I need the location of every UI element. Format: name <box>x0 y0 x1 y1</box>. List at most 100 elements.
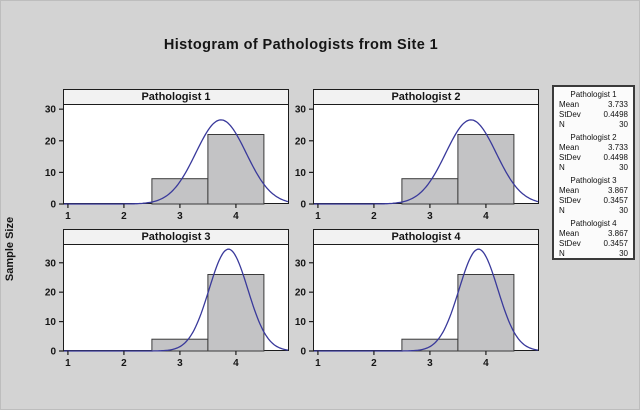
y-tick-label: 0 <box>50 346 56 357</box>
y-tick-label: 20 <box>45 287 57 298</box>
x-tick-label: 1 <box>315 358 321 369</box>
stats-section-pathologist-4: Pathologist 4 Mean 3.867 StDev 0.3457 N … <box>559 219 628 259</box>
y-axis-label: Sample Size <box>4 216 16 282</box>
stats-row-mean: Mean 3.733 <box>559 143 628 153</box>
x-tick-label: 4 <box>233 211 239 222</box>
stats-section-pathologist-1: Pathologist 1 Mean 3.733 StDev 0.4498 N … <box>559 90 628 130</box>
x-tick-label: 4 <box>483 211 489 222</box>
stats-row-mean: Mean 3.867 <box>559 229 628 239</box>
stats-row-n: N 30 <box>559 163 628 173</box>
y-tick-label: 20 <box>295 287 307 298</box>
histogram-bar <box>207 273 265 351</box>
y-tick-label: 30 <box>45 258 57 269</box>
stats-section-title: Pathologist 3 <box>570 176 617 185</box>
x-tick-label: 2 <box>371 358 377 369</box>
stdev-value: 0.4498 <box>603 110 628 119</box>
histogram-bar <box>457 133 515 204</box>
histogram-bar <box>151 177 209 204</box>
x-tick-label: 1 <box>65 358 71 369</box>
panel-header-pathologist-2: Pathologist 2 <box>314 90 538 105</box>
stdev-label: StDev <box>559 110 581 119</box>
n-label: N <box>559 206 565 215</box>
panel-header-pathologist-4: Pathologist 4 <box>314 230 538 245</box>
stats-section-title: Pathologist 1 <box>570 90 617 99</box>
normal-fit-curve <box>64 118 289 205</box>
stats-row-stdev: StDev 0.4498 <box>559 153 628 163</box>
x-tick-label: 1 <box>315 211 321 222</box>
stats-section-pathologist-2: Pathologist 2 Mean 3.733 StDev 0.4498 N … <box>559 133 628 173</box>
y-tick-label: 10 <box>45 167 57 178</box>
stats-row-mean: Mean 3.867 <box>559 186 628 196</box>
chart-title: Histogram of Pathologists from Site 1 <box>163 37 439 53</box>
stdev-label: StDev <box>559 153 581 162</box>
y-tick-label: 0 <box>50 199 56 210</box>
stats-row-stdev: StDev 0.3457 <box>559 196 628 206</box>
histogram-panel-pathologist-2: Pathologist 2 1 2 3 4 0 10 20 30 <box>295 89 539 222</box>
normal-fit-curve <box>64 248 289 352</box>
histogram-plot-pathologist-2: 1 2 3 4 0 10 20 30 <box>295 104 539 222</box>
x-tick-label: 2 <box>371 211 377 222</box>
stats-section-title: Pathologist 4 <box>570 219 617 228</box>
stats-row-n: N 30 <box>559 249 628 259</box>
histogram-bar <box>151 338 209 351</box>
stdev-value: 0.4498 <box>603 153 628 162</box>
histogram-plot-pathologist-4: 1 2 3 4 0 10 20 30 <box>295 248 539 369</box>
mean-value: 3.733 <box>607 143 628 152</box>
normal-fit-curve <box>314 118 539 205</box>
panel-header-pathologist-3: Pathologist 3 <box>64 230 288 245</box>
stats-row-mean: Mean 3.733 <box>559 100 628 110</box>
n-label: N <box>559 163 565 172</box>
mean-value: 3.867 <box>607 229 628 238</box>
n-value: 30 <box>619 163 628 172</box>
histogram-panel-pathologist-1: Pathologist 1 1 2 3 4 0 10 20 30 <box>45 89 289 222</box>
stdev-value: 0.3457 <box>603 196 628 205</box>
histogram-bar <box>401 338 459 351</box>
mean-label: Mean <box>559 229 580 238</box>
x-tick-label: 2 <box>121 358 127 369</box>
mean-label: Mean <box>559 100 580 109</box>
y-tick-label: 10 <box>45 317 57 328</box>
histogram-plot-pathologist-1: 1 2 3 4 0 10 20 30 <box>45 104 289 222</box>
stdev-label: StDev <box>559 239 581 248</box>
stats-row-n: N 30 <box>559 206 628 216</box>
x-tick-label: 3 <box>177 211 183 222</box>
y-tick-label: 20 <box>45 136 57 147</box>
n-label: N <box>559 249 565 258</box>
histogram-panel-pathologist-4: Pathologist 4 1 2 3 4 0 10 20 30 <box>295 229 539 369</box>
histogram-bar <box>207 133 265 204</box>
y-tick-label: 30 <box>295 258 307 269</box>
histogram-bar <box>457 273 515 351</box>
x-tick-label: 1 <box>65 211 71 222</box>
x-tick-label: 3 <box>427 211 433 222</box>
stats-row-stdev: StDev 0.3457 <box>559 239 628 249</box>
n-value: 30 <box>619 249 628 258</box>
y-tick-label: 0 <box>300 199 306 210</box>
y-tick-label: 30 <box>295 104 307 115</box>
panel-header-pathologist-1: Pathologist 1 <box>64 90 288 105</box>
y-tick-label: 0 <box>300 346 306 357</box>
stats-row-stdev: StDev 0.4498 <box>559 110 628 120</box>
y-tick-label: 30 <box>45 104 57 115</box>
mean-value: 3.733 <box>607 100 628 109</box>
n-value: 30 <box>619 206 628 215</box>
histogram-plot-pathologist-3: 1 2 3 4 0 10 20 30 <box>45 248 289 369</box>
x-tick-label: 3 <box>177 358 183 369</box>
stats-section-pathologist-3: Pathologist 3 Mean 3.867 StDev 0.3457 N … <box>559 176 628 216</box>
stdev-label: StDev <box>559 196 581 205</box>
stats-legend-panel: Pathologist 1 Mean 3.733 StDev 0.4498 N … <box>552 85 635 260</box>
y-tick-label: 10 <box>295 167 307 178</box>
histogram-panel-pathologist-3: Pathologist 3 1 2 3 4 0 10 20 30 <box>45 229 289 369</box>
x-tick-label: 4 <box>233 358 239 369</box>
y-tick-label: 20 <box>295 136 307 147</box>
mean-value: 3.867 <box>607 186 628 195</box>
stats-row-n: N 30 <box>559 120 628 130</box>
x-tick-label: 2 <box>121 211 127 222</box>
x-tick-label: 3 <box>427 358 433 369</box>
y-tick-label: 10 <box>295 317 307 328</box>
mean-label: Mean <box>559 143 580 152</box>
n-label: N <box>559 120 565 129</box>
stdev-value: 0.3457 <box>603 239 628 248</box>
n-value: 30 <box>619 120 628 129</box>
x-tick-label: 4 <box>483 358 489 369</box>
